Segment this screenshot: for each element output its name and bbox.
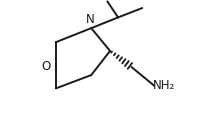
Text: NH₂: NH₂ — [153, 79, 175, 92]
Text: O: O — [41, 60, 51, 74]
Text: N: N — [85, 13, 94, 26]
